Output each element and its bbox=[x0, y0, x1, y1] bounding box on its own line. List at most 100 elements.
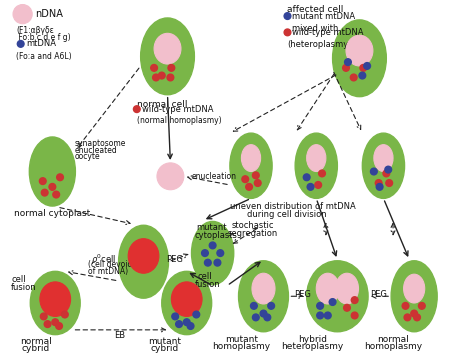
Circle shape bbox=[133, 106, 140, 113]
Ellipse shape bbox=[141, 18, 194, 95]
Circle shape bbox=[17, 41, 24, 47]
Text: cell: cell bbox=[197, 272, 212, 281]
Circle shape bbox=[187, 323, 194, 329]
Circle shape bbox=[264, 314, 271, 321]
Circle shape bbox=[13, 5, 32, 24]
Text: EB: EB bbox=[114, 331, 125, 340]
Text: homoplasmy: homoplasmy bbox=[364, 342, 422, 351]
Text: normal cytoplast: normal cytoplast bbox=[14, 209, 90, 218]
Circle shape bbox=[284, 13, 291, 19]
Text: synaptosome: synaptosome bbox=[75, 139, 126, 148]
Ellipse shape bbox=[154, 33, 181, 64]
Ellipse shape bbox=[316, 273, 339, 304]
Text: enucleation: enucleation bbox=[192, 173, 237, 181]
Circle shape bbox=[315, 181, 322, 188]
Text: (cell devoid: (cell devoid bbox=[88, 260, 132, 269]
Circle shape bbox=[172, 313, 178, 320]
Ellipse shape bbox=[333, 20, 386, 97]
Ellipse shape bbox=[346, 35, 373, 66]
Circle shape bbox=[61, 311, 68, 318]
Circle shape bbox=[157, 163, 184, 190]
Circle shape bbox=[202, 250, 208, 256]
Circle shape bbox=[56, 323, 62, 329]
Circle shape bbox=[40, 178, 46, 185]
Text: mixed with: mixed with bbox=[292, 24, 339, 33]
Ellipse shape bbox=[404, 274, 425, 303]
Text: nDNA: nDNA bbox=[35, 9, 63, 19]
Circle shape bbox=[151, 65, 157, 71]
Circle shape bbox=[253, 314, 259, 321]
Circle shape bbox=[329, 299, 336, 305]
Circle shape bbox=[214, 259, 221, 266]
Circle shape bbox=[364, 62, 370, 69]
Circle shape bbox=[253, 172, 259, 179]
Text: (normal homoplasmy): (normal homoplasmy) bbox=[137, 116, 222, 125]
Text: normal cell: normal cell bbox=[137, 100, 187, 108]
Circle shape bbox=[376, 184, 383, 190]
Circle shape bbox=[53, 191, 60, 198]
Circle shape bbox=[385, 166, 392, 173]
Circle shape bbox=[167, 74, 174, 81]
Ellipse shape bbox=[238, 261, 288, 332]
Circle shape bbox=[242, 176, 248, 183]
Text: segregation: segregation bbox=[228, 229, 278, 238]
Circle shape bbox=[158, 72, 165, 79]
Ellipse shape bbox=[29, 137, 76, 206]
Text: wild-type mtDNA: wild-type mtDNA bbox=[292, 28, 364, 37]
Circle shape bbox=[411, 310, 418, 317]
Circle shape bbox=[386, 180, 393, 186]
Circle shape bbox=[307, 184, 314, 190]
Circle shape bbox=[152, 74, 159, 81]
Circle shape bbox=[52, 319, 59, 325]
Circle shape bbox=[383, 170, 389, 177]
Circle shape bbox=[260, 310, 267, 317]
Text: hybrid: hybrid bbox=[298, 335, 327, 344]
Circle shape bbox=[375, 180, 382, 186]
Text: PEG: PEG bbox=[166, 255, 182, 264]
Text: cybrid: cybrid bbox=[151, 344, 179, 353]
Circle shape bbox=[209, 242, 216, 249]
Text: enucleated: enucleated bbox=[75, 145, 117, 155]
Text: cytoplasts: cytoplasts bbox=[194, 231, 237, 240]
Circle shape bbox=[49, 184, 56, 190]
Ellipse shape bbox=[307, 145, 326, 172]
Circle shape bbox=[344, 59, 351, 65]
Ellipse shape bbox=[162, 271, 212, 335]
Circle shape bbox=[217, 250, 224, 256]
Ellipse shape bbox=[362, 133, 404, 198]
Text: mutant: mutant bbox=[196, 223, 227, 232]
Circle shape bbox=[351, 312, 358, 319]
Text: affected cell: affected cell bbox=[288, 6, 344, 14]
Text: heteroplasmy: heteroplasmy bbox=[281, 342, 344, 351]
Ellipse shape bbox=[119, 225, 168, 298]
Text: wild-type mtDNA: wild-type mtDNA bbox=[142, 104, 213, 114]
Ellipse shape bbox=[391, 261, 437, 332]
Text: stochastic: stochastic bbox=[232, 221, 274, 231]
Text: normal: normal bbox=[20, 336, 52, 346]
Circle shape bbox=[359, 72, 366, 79]
Text: PEG: PEG bbox=[370, 290, 387, 299]
Circle shape bbox=[350, 74, 357, 81]
Circle shape bbox=[44, 321, 51, 328]
Circle shape bbox=[318, 170, 325, 177]
Circle shape bbox=[176, 321, 182, 328]
Circle shape bbox=[40, 313, 47, 320]
Text: fusion: fusion bbox=[11, 283, 37, 292]
Text: mtDNA: mtDNA bbox=[26, 40, 56, 48]
Text: of mtDNA): of mtDNA) bbox=[88, 268, 128, 276]
Circle shape bbox=[193, 311, 200, 318]
Text: oocyte: oocyte bbox=[75, 152, 100, 161]
Circle shape bbox=[204, 259, 211, 266]
Circle shape bbox=[414, 314, 420, 321]
Circle shape bbox=[324, 312, 331, 319]
Circle shape bbox=[57, 174, 63, 181]
Circle shape bbox=[183, 319, 190, 325]
Ellipse shape bbox=[252, 273, 275, 304]
Circle shape bbox=[351, 297, 358, 304]
Text: homoplasmy: homoplasmy bbox=[212, 342, 270, 351]
Circle shape bbox=[370, 168, 377, 175]
Text: normal: normal bbox=[377, 335, 409, 344]
Circle shape bbox=[41, 189, 48, 196]
Ellipse shape bbox=[374, 145, 393, 172]
Text: uneven distribution of mtDNA: uneven distribution of mtDNA bbox=[230, 202, 356, 211]
